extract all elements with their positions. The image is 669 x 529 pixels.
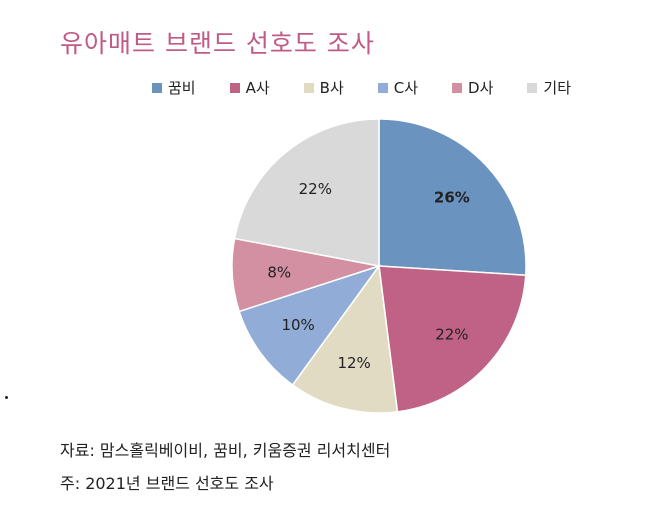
legend-label: 꿈비 xyxy=(168,79,196,97)
bullet-dot xyxy=(5,396,8,399)
chart-title: 유아매트 브랜드 선호도 조사 xyxy=(60,29,375,58)
legend-item: D사 xyxy=(452,77,493,98)
slice-label: 22% xyxy=(299,180,332,198)
legend-swatch xyxy=(229,82,240,93)
pie-slice xyxy=(378,265,527,413)
slice-label: 22% xyxy=(435,325,468,343)
legend-swatch xyxy=(377,82,388,93)
source-note: 자료: 맘스홀릭베이비, 꿈비, 키움증권 리서치센터 xyxy=(60,441,391,460)
slice-label: 26% xyxy=(434,189,470,207)
legend-swatch xyxy=(303,82,314,93)
slice-label: 8% xyxy=(267,263,291,281)
legend-label: A사 xyxy=(245,79,270,97)
legend-label: D사 xyxy=(468,79,494,97)
legend-item: 꿈비 xyxy=(152,77,196,98)
pie-slice xyxy=(378,118,527,277)
footnote: 주: 2021년 브랜드 선호도 조사 xyxy=(60,474,274,493)
legend-swatch xyxy=(527,82,538,93)
legend-item: B사 xyxy=(303,77,344,98)
pie-slice xyxy=(291,264,399,414)
slice-label: 10% xyxy=(281,316,314,334)
legend-item: A사 xyxy=(229,77,270,98)
slice-label: 12% xyxy=(337,354,370,372)
legend-swatch xyxy=(452,82,463,93)
legend: 꿈비 A사 B사 C사 D사 기타 xyxy=(152,77,571,98)
legend-label: B사 xyxy=(319,79,344,97)
legend-label: C사 xyxy=(393,79,419,97)
pie-slice xyxy=(233,118,380,267)
pie-slice xyxy=(238,264,381,386)
legend-swatch xyxy=(152,82,162,93)
legend-item: 기타 xyxy=(527,77,571,98)
legend-label: 기타 xyxy=(543,79,572,97)
legend-item: C사 xyxy=(377,77,419,98)
